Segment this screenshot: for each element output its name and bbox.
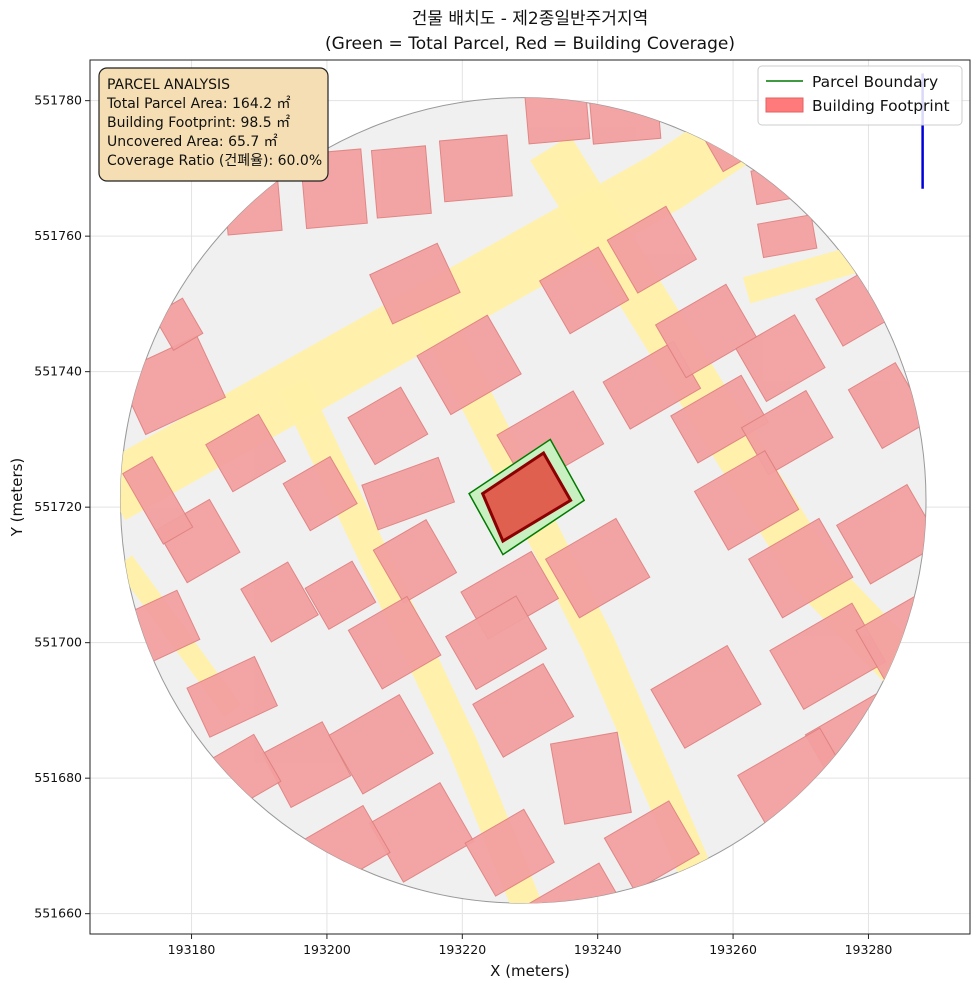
y-tick-label: 551720	[34, 499, 82, 514]
building-footprint	[549, 731, 632, 825]
building-footprint	[347, 386, 429, 466]
chart-subtitle: (Green = Total Parcel, Red = Building Co…	[325, 34, 735, 54]
parcel-analysis-box: PARCEL ANALYSIS Total Parcel Area: 164.2…	[98, 67, 329, 182]
building-footprint	[603, 800, 701, 892]
chart-title: 건물 배치도 - 제2종일반주거지역	[412, 9, 648, 29]
building-footprint	[544, 517, 651, 619]
annotation-line: Total Parcel Area: 164.2 ㎡	[106, 96, 291, 112]
building-footprint	[735, 314, 826, 403]
annotation-title: PARCEL ANALYSIS	[107, 77, 230, 93]
building-footprint	[372, 519, 458, 604]
x-tick-label: 193240	[574, 942, 622, 957]
legend-parcel-label: Parcel Boundary	[812, 73, 938, 91]
y-axis-label: Y (meters)	[8, 458, 26, 538]
annotation-line: Coverage Ratio (건폐율): 60.0%	[107, 153, 322, 169]
legend: Parcel Boundary Building Footprint	[757, 65, 963, 126]
building-footprint	[464, 808, 555, 897]
plot-area	[90, 60, 970, 934]
x-tick-label: 193180	[168, 942, 216, 957]
annotation-background	[98, 67, 329, 182]
x-tick-label: 193200	[303, 942, 351, 957]
building-footprint	[835, 483, 926, 585]
annotation-line: Building Footprint: 98.5 ㎡	[107, 115, 290, 131]
y-tick-label: 551740	[34, 364, 82, 379]
plot-frame	[89, 59, 971, 935]
target-building	[480, 450, 573, 544]
building-footprint	[438, 134, 513, 203]
building-footprint	[538, 246, 630, 335]
x-tick-label: 193280	[845, 942, 893, 957]
building-footprint	[654, 283, 758, 379]
building-footprint	[527, 862, 627, 904]
building-footprint	[472, 663, 575, 758]
x-tick-label: 193220	[438, 942, 486, 957]
annotation-line: Uncovered Area: 65.7 ㎡	[107, 134, 278, 150]
building-footprint	[416, 314, 522, 416]
x-axis-ticks: 193180 193200 193220 193240 193260 193280	[168, 934, 893, 957]
building-footprint	[369, 242, 461, 325]
building-footprint	[282, 455, 358, 532]
y-tick-label: 551680	[34, 770, 82, 785]
y-tick-label: 551760	[34, 228, 82, 243]
building-footprint	[304, 560, 377, 631]
y-axis-ticks: 551660 551680 551700 551720 551740 551760 5517…	[34, 93, 90, 921]
legend-building-swatch	[765, 97, 804, 113]
y-tick-label: 551780	[34, 93, 82, 108]
x-axis-label: X (meters)	[490, 962, 570, 980]
building-footprint	[650, 644, 762, 749]
building-footprint	[445, 595, 548, 691]
building-footprint	[328, 693, 434, 795]
building-footprint	[122, 456, 194, 545]
building-footprint	[370, 145, 432, 219]
building-footprint	[240, 561, 319, 643]
y-tick-label: 551700	[34, 635, 82, 650]
x-tick-label: 193260	[709, 942, 757, 957]
building-footprint	[670, 374, 769, 464]
building-footprint	[847, 361, 926, 450]
building-footprint	[205, 413, 287, 493]
building-footprint	[693, 450, 800, 551]
legend-building-label: Building Footprint	[812, 97, 950, 115]
legend-background	[757, 65, 963, 126]
building-footprint	[361, 456, 456, 531]
building-footprint	[186, 655, 279, 738]
y-tick-label: 551660	[34, 906, 82, 921]
building-footprint	[747, 517, 854, 619]
building-footprint	[347, 595, 442, 690]
building-footprint	[606, 205, 698, 294]
